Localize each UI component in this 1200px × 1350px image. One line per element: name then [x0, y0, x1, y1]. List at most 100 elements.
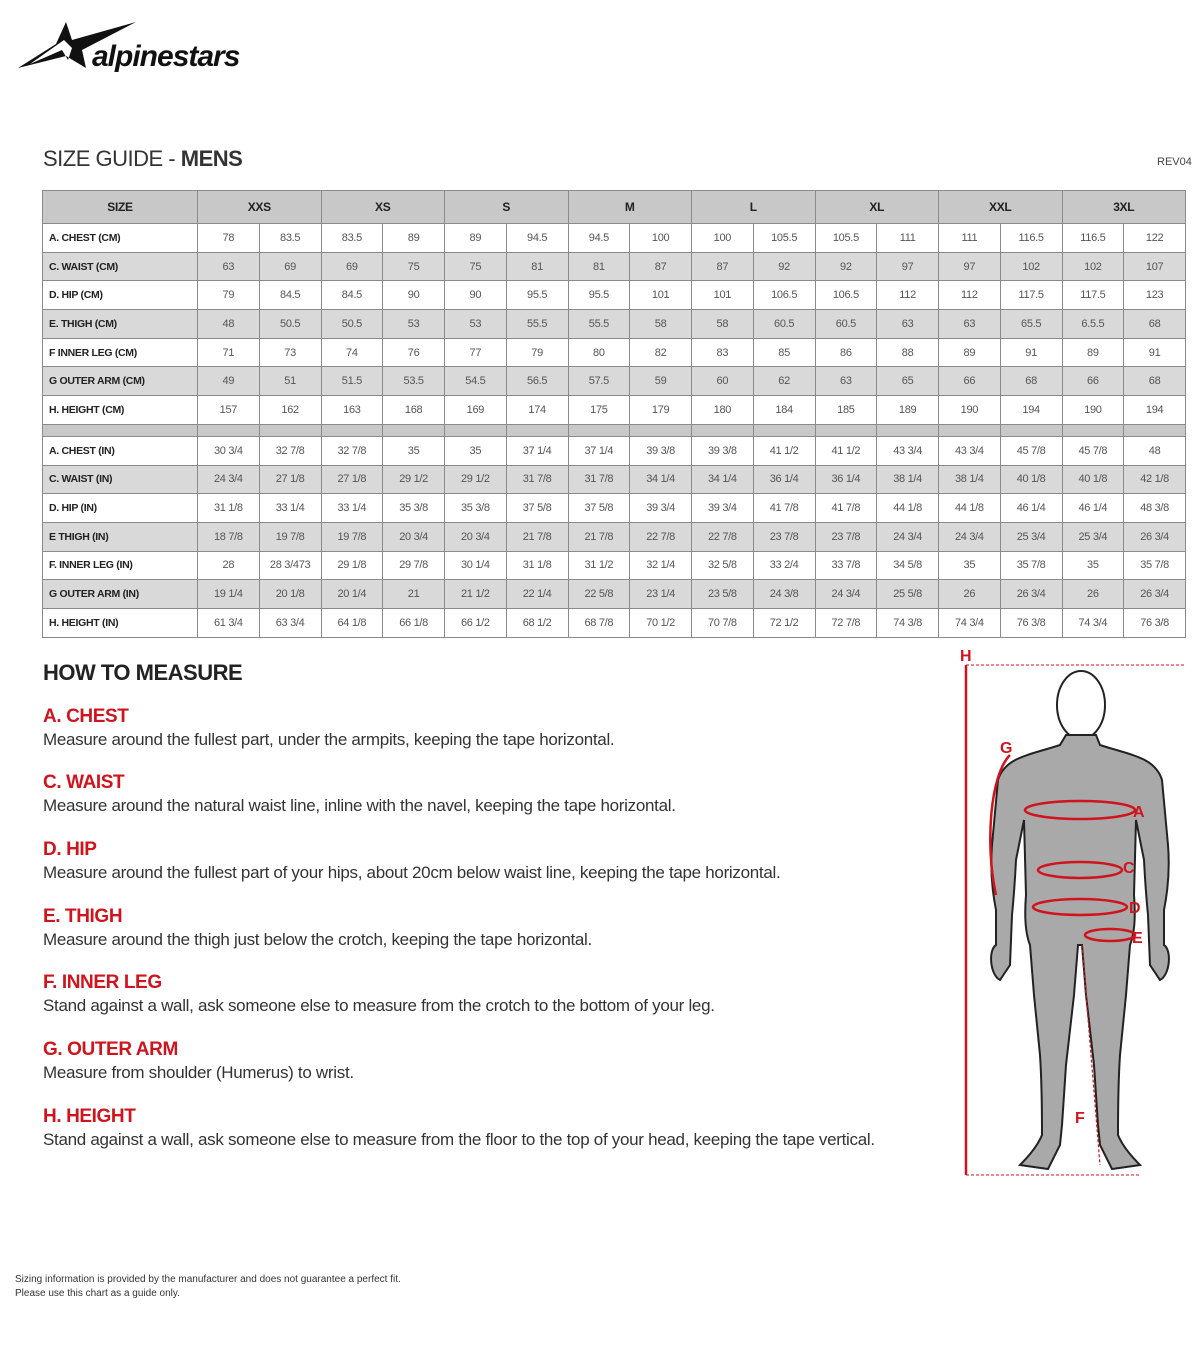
table-cell: 74	[320, 337, 384, 368]
table-cell: 40 1/8	[1061, 464, 1125, 495]
table-cell: 55.5	[505, 309, 569, 339]
table-cell: 190	[938, 395, 1001, 425]
table-cell: 68	[1123, 366, 1186, 397]
row-label: D. HIP (IN)	[42, 493, 198, 523]
table-cell: 69	[320, 251, 384, 282]
table-cell: 23 7/8	[814, 521, 878, 552]
table-cell: 30 3/4	[197, 435, 260, 466]
table-row: A. CHEST (CM) 78 83.5 83.5 89 89 94.5 94.5 100 10…	[42, 223, 1186, 253]
table-cell: 60	[691, 366, 754, 397]
table-cell: 25 5/8	[876, 579, 939, 609]
table-cell: 29 7/8	[382, 550, 445, 581]
star-icon	[18, 22, 136, 68]
table-cell: 43 3/4	[938, 435, 1001, 466]
table-cell: 46 1/4	[1061, 493, 1125, 523]
table-cell: 21	[382, 579, 445, 609]
table-cell: 72 7/8	[814, 607, 878, 638]
table-cell: 117.5	[1061, 280, 1125, 311]
label-d: D	[1129, 900, 1141, 917]
table-cell: 29 1/2	[382, 464, 445, 495]
table-cell: 38 1/4	[938, 464, 1001, 495]
table-cell: 74 3/4	[938, 607, 1001, 638]
table-cell: 87	[629, 251, 692, 282]
table-cell: 168	[382, 395, 445, 425]
table-cell: 60.5	[814, 309, 878, 339]
table-row: C. WAIST (CM) 63 69 69 75 75 81 81 87 87 92 92 97 97 1…	[42, 251, 1186, 282]
size-header-xxs: XXS	[197, 190, 322, 224]
table-cell: 40 1/8	[999, 464, 1063, 495]
table-cell: 58	[691, 309, 754, 339]
table-cell: 79	[505, 337, 569, 368]
table-cell: 175	[567, 395, 631, 425]
size-header-xs: XS	[320, 190, 445, 224]
table-row: F INNER LEG (CM) 71 73 74 76 77 79 80 82 83 85 86 88…	[42, 337, 1186, 368]
label-a: A	[1133, 804, 1145, 821]
measure-heading: F. INNER LEG	[43, 972, 162, 993]
table-cell: 81	[505, 251, 569, 282]
table-cell: 76	[382, 337, 445, 368]
table-cell: 50.5	[258, 309, 322, 339]
table-row: H. HEIGHT (IN) 61 3/4 63 3/4 64 1/8 66 1/8 66…	[42, 607, 1186, 638]
table-cell: 18 7/8	[197, 521, 260, 552]
table-cell: 48	[1123, 435, 1186, 466]
table-cell: 76 3/8	[1123, 607, 1186, 638]
table-cell: 21 7/8	[567, 521, 631, 552]
table-cell: 35 7/8	[999, 550, 1063, 581]
table-cell: 22 1/4	[505, 579, 569, 609]
row-label: A. CHEST (IN)	[42, 435, 198, 466]
measure-heading: G. OUTER ARM	[43, 1039, 178, 1060]
table-cell: 43 3/4	[876, 435, 939, 466]
table-cell: 41 7/8	[752, 493, 816, 523]
size-header-m: M	[567, 190, 692, 224]
measure-description: Measure around the fullest part of your …	[43, 863, 781, 882]
label-e: E	[1132, 930, 1143, 947]
table-cell: 66 1/2	[444, 607, 507, 638]
table-cell: 91	[1123, 337, 1186, 368]
table-cell: 94.5	[505, 223, 569, 253]
table-cell: 65.5	[999, 309, 1063, 339]
table-cell: 194	[1123, 395, 1186, 425]
table-cell: 25 3/4	[1061, 521, 1125, 552]
table-cell: 35 3/8	[444, 493, 507, 523]
table-cell: 162	[258, 395, 322, 425]
table-cell: 31 1/2	[567, 550, 631, 581]
table-cell: 21 1/2	[444, 579, 507, 609]
table-cell: 41 1/2	[814, 435, 878, 466]
table-cell: 68	[999, 366, 1063, 397]
table-cell: 27 1/8	[258, 464, 322, 495]
table-cell: 24 3/8	[752, 579, 816, 609]
label-g: G	[1000, 740, 1012, 757]
label-f: F	[1075, 1110, 1085, 1127]
table-cell: 31 7/8	[567, 464, 631, 495]
table-cell: 23 7/8	[752, 521, 816, 552]
table-cell: 194	[999, 395, 1063, 425]
table-cell: 48 3/8	[1123, 493, 1186, 523]
table-cell: 39 3/4	[629, 493, 692, 523]
measure-description: Stand against a wall, ask someone else t…	[43, 1130, 875, 1149]
table-cell: 20 1/8	[258, 579, 322, 609]
table-cell: 105.5	[814, 223, 878, 253]
table-cell: 19 7/8	[320, 521, 384, 552]
table-cell: 32 7/8	[320, 435, 384, 466]
table-cell: 68 7/8	[567, 607, 631, 638]
table-cell: 35	[938, 550, 1001, 581]
table-cell: 112	[876, 280, 939, 311]
size-header-row: SIZE XXS XS S M L XL XXL 3XL	[42, 190, 1186, 224]
table-cell: 79	[197, 280, 260, 311]
table-cell: 50.5	[320, 309, 384, 339]
table-row: D. HIP (CM) 79 84.5 84.5 90 90 95.5 95.5 101 101 1…	[42, 280, 1186, 311]
table-cell: 51.5	[320, 366, 384, 397]
table-cell: 53.5	[382, 366, 445, 397]
table-cell: 97	[876, 251, 939, 282]
table-cell: 33 2/4	[752, 550, 816, 581]
table-cell: 22 7/8	[629, 521, 692, 552]
title-gender: MENS	[180, 146, 243, 171]
table-cell: 19 7/8	[258, 521, 322, 552]
table-cell: 21 7/8	[505, 521, 569, 552]
table-cell: 102	[999, 251, 1063, 282]
table-cell: 27 1/8	[320, 464, 384, 495]
size-header-l: L	[691, 190, 816, 224]
table-cell: 89	[1061, 337, 1125, 368]
table-cell: 105.5	[752, 223, 816, 253]
table-cell: 34 5/8	[876, 550, 939, 581]
